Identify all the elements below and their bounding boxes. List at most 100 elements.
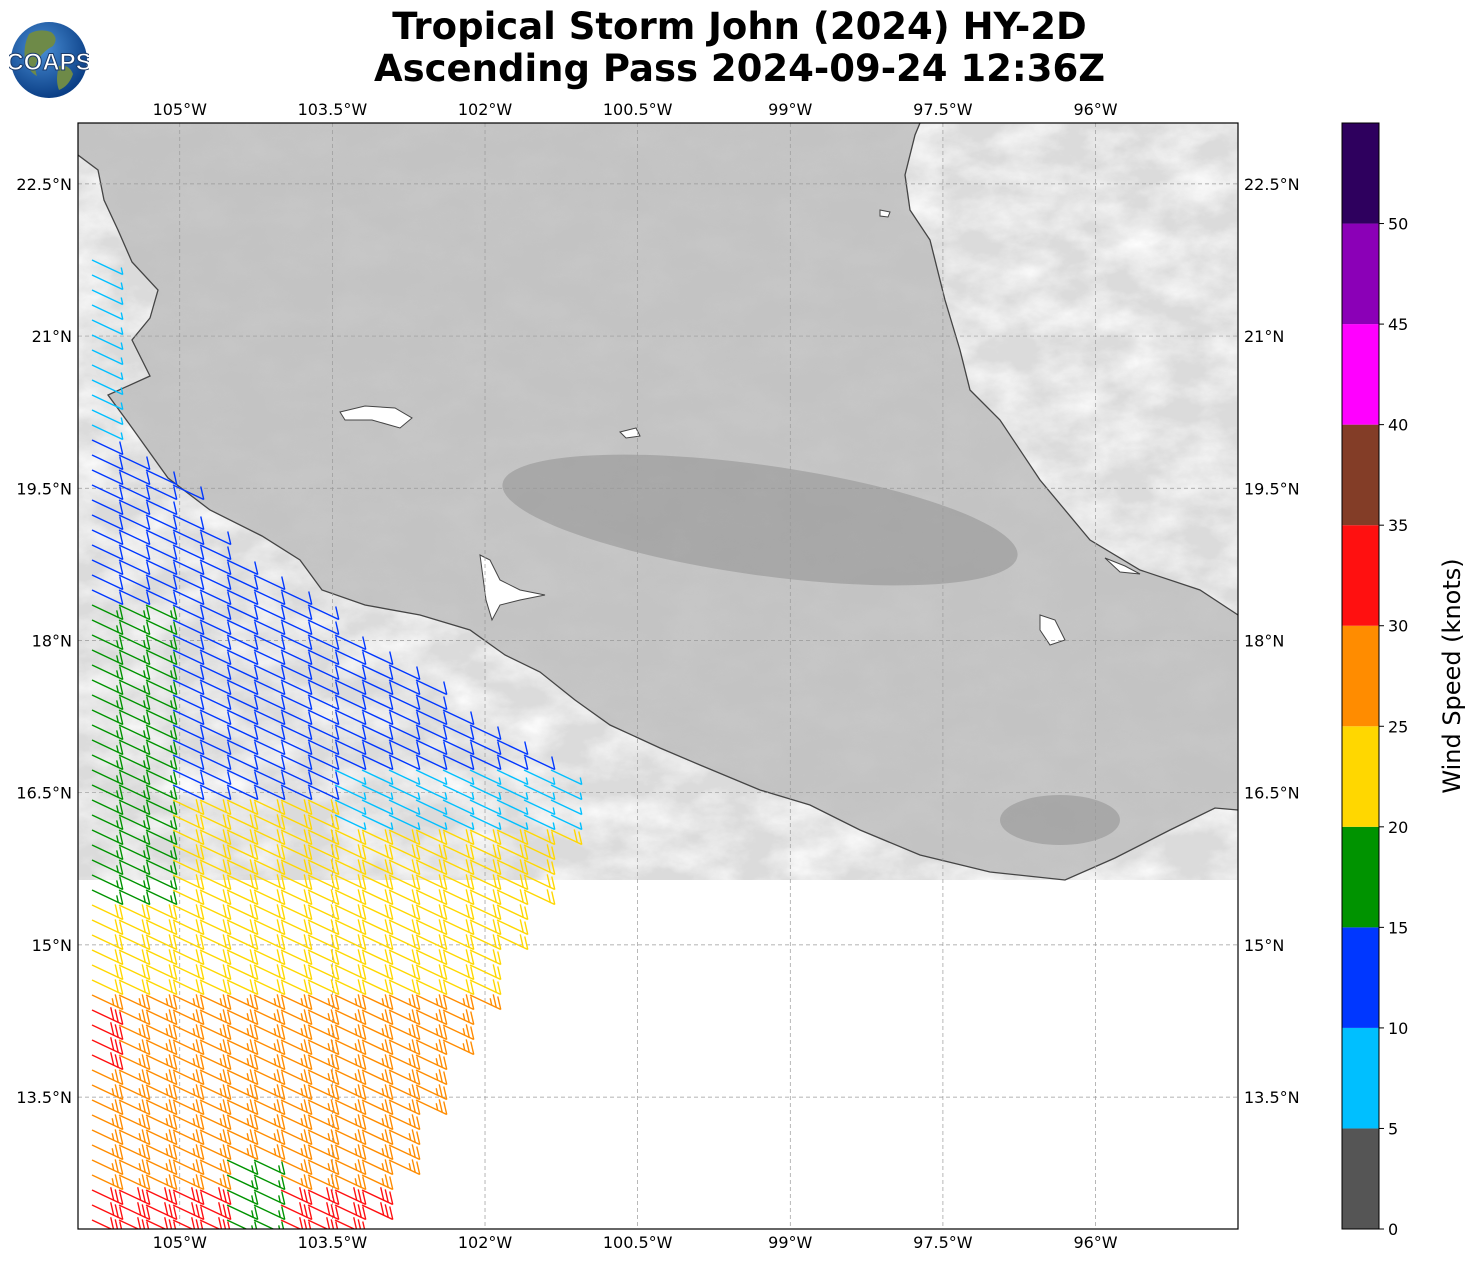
wind-barb <box>415 994 448 1011</box>
lon-tick-label-bottom: 97.5°W <box>913 1233 973 1252</box>
wind-barb <box>91 1099 124 1116</box>
wind-barb <box>334 1024 367 1041</box>
wind-barb <box>361 679 394 696</box>
wind-barb <box>145 949 178 966</box>
colorbar-tick-label: 5 <box>1388 1119 1398 1138</box>
wind-barb <box>253 664 286 681</box>
wind-barb <box>361 1114 394 1131</box>
wind-barb <box>334 1099 367 1116</box>
wind-barb <box>145 814 178 831</box>
wind-barb <box>226 1129 259 1146</box>
wind-barb <box>118 1174 151 1191</box>
wind-barb <box>334 1174 367 1191</box>
wind-barb <box>280 799 313 816</box>
wind-barb <box>469 964 502 981</box>
wind-barb <box>253 1069 286 1086</box>
wind-barb <box>118 889 151 906</box>
axis-tick-labels: 105°W 105°W 103.5°W 103.5°W 102°W 102°W 100.5°… <box>16 100 1299 1252</box>
wind-barb <box>172 769 205 786</box>
wind-barb <box>388 754 421 771</box>
wind-barb <box>91 1217 123 1229</box>
wind-barb <box>91 919 124 936</box>
wind-barb <box>145 784 178 801</box>
wind-barb <box>307 1174 340 1191</box>
wind-barb <box>496 889 529 906</box>
wind-barb <box>307 919 340 936</box>
wind-barb <box>280 724 313 741</box>
wind-barb <box>145 469 178 486</box>
wind-barb <box>388 889 421 906</box>
wind-barb <box>145 874 178 891</box>
wind-barb <box>226 904 259 921</box>
wind-barb <box>334 1039 367 1056</box>
wind-barb <box>172 1024 205 1041</box>
wind-barb <box>253 1114 286 1131</box>
wind-barb <box>172 1054 205 1071</box>
wind-barb <box>91 544 124 561</box>
wind-barb <box>388 919 421 936</box>
wind-barb <box>469 949 502 966</box>
wind-barb <box>172 604 205 621</box>
colorbar-tick-label: 10 <box>1388 1019 1408 1038</box>
wind-barb <box>415 1054 448 1071</box>
wind-barb <box>550 769 583 786</box>
wind-barb <box>172 694 205 711</box>
wind-barb <box>253 1144 286 1161</box>
logo-text: COAPS <box>9 49 89 76</box>
wind-barb <box>199 829 232 846</box>
wind-barb <box>145 1054 178 1071</box>
colorbar-bin <box>1342 324 1379 425</box>
wind-barb <box>145 1202 178 1221</box>
wind-barb <box>469 769 502 786</box>
wind-barb <box>253 784 286 801</box>
wind-barb <box>253 874 286 891</box>
wind-barb <box>172 799 205 816</box>
wind-barb <box>307 619 340 636</box>
wind-barb <box>523 859 556 876</box>
wind-barb <box>415 769 448 786</box>
wind-barb <box>199 664 232 681</box>
wind-barb <box>280 784 313 801</box>
wind-barb <box>307 799 340 816</box>
wind-barb <box>280 1099 313 1116</box>
wind-barb <box>388 1054 421 1071</box>
wind-barb <box>280 1084 313 1101</box>
wind-barb <box>334 769 367 786</box>
wind-barb <box>469 739 502 756</box>
wind-barb <box>280 904 313 921</box>
wind-barb <box>145 574 178 591</box>
wind-barb <box>361 724 394 741</box>
wind-barb <box>388 799 421 816</box>
wind-barb <box>280 1187 313 1206</box>
wind-barb <box>469 829 502 846</box>
wind-barb <box>361 709 394 726</box>
lat-tick-label-left: 15°N <box>32 936 72 955</box>
wind-barb <box>91 319 124 336</box>
wind-barb <box>172 664 205 681</box>
wind-barb <box>253 769 286 786</box>
wind-barb <box>145 964 178 981</box>
wind-barb <box>172 1217 204 1229</box>
wind-barb <box>118 949 151 966</box>
wind-barb <box>226 604 259 621</box>
wind-barb <box>361 1159 394 1176</box>
wind-barb <box>91 409 124 426</box>
lat-tick-label-left: 18°N <box>32 631 72 650</box>
wind-barb <box>307 649 340 666</box>
wind-barb <box>307 739 340 756</box>
lat-tick-label-left: 21°N <box>32 327 72 346</box>
wind-barb <box>91 1069 124 1086</box>
title-line-2: Ascending Pass 2024-09-24 12:36Z <box>373 47 1106 90</box>
chart-title: Tropical Storm John (2024) HY-2D Ascendi… <box>0 6 1479 90</box>
wind-barb <box>334 904 367 921</box>
wind-barb <box>307 1159 340 1176</box>
wind-barb <box>415 739 448 756</box>
wind-barb <box>226 1024 259 1041</box>
wind-barb <box>415 934 448 951</box>
wind-barb <box>91 529 124 546</box>
wind-barb <box>91 799 124 816</box>
wind-barb <box>91 859 124 876</box>
wind-barb <box>442 724 475 741</box>
wind-barb <box>91 649 124 666</box>
wind-barb <box>253 994 286 1011</box>
